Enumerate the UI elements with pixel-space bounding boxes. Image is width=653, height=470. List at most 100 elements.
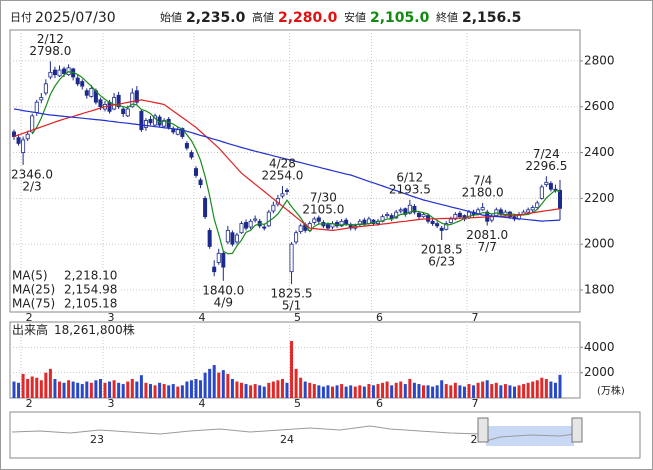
volume-bar	[490, 384, 494, 398]
volume-bar	[549, 381, 553, 398]
volume-bar	[108, 381, 112, 398]
volume-bar	[62, 382, 66, 398]
x-tick-label: 6	[376, 397, 383, 410]
volume-bar	[221, 370, 225, 398]
x-tick-label: 4	[199, 397, 206, 410]
volume-bar	[208, 368, 212, 398]
annotation-value: 2018.5	[421, 242, 463, 256]
volume-bar	[121, 384, 125, 398]
volume-bar	[189, 380, 193, 398]
candle-body	[39, 97, 44, 101]
volume-bar	[212, 365, 216, 398]
open-value: 2,235.0	[186, 10, 246, 26]
candle-body	[544, 181, 549, 186]
legend-value: 2,218.10	[64, 269, 117, 283]
price-panel	[9, 29, 581, 313]
volume-bar	[558, 374, 562, 398]
volume-bar	[280, 379, 284, 398]
volume-bar	[308, 382, 312, 398]
candle-body	[98, 99, 103, 108]
volume-bar	[26, 379, 30, 398]
candle-body	[148, 118, 153, 124]
volume-bar	[144, 382, 148, 398]
candle-body	[439, 227, 444, 231]
volume-bar	[499, 385, 503, 398]
low-label: 安値	[344, 10, 366, 24]
candle-body	[394, 211, 399, 219]
volume-bar	[76, 382, 80, 398]
volume-bar	[276, 380, 280, 398]
volume-bar	[481, 381, 485, 398]
x-tick-label: 2	[26, 397, 33, 410]
legend-value: 2,154.98	[64, 283, 117, 297]
volume-bar	[258, 385, 262, 398]
volume-bar	[89, 382, 93, 398]
x-tick-label: 6	[376, 311, 383, 324]
annotation-value: 2296.5	[525, 159, 567, 173]
volume-bar	[472, 385, 476, 398]
candle-body	[457, 212, 462, 218]
candle-body	[316, 217, 321, 222]
volume-bar	[230, 379, 234, 398]
header: 日付 2025/07/30 始値 2,235.0 高値 2,280.0 安値 2…	[10, 10, 521, 26]
candle-body	[248, 220, 253, 228]
navigator-handle[interactable]	[571, 417, 583, 443]
volume-bar	[531, 381, 535, 398]
candle-body	[11, 131, 16, 137]
annotation-date: 7/7	[478, 240, 497, 254]
volume-bar	[367, 384, 371, 398]
candle-body	[203, 197, 208, 218]
x-tick-label: 7	[472, 311, 479, 324]
candle-body	[171, 129, 176, 133]
y-tick-label: 2000	[584, 237, 615, 251]
candle-body	[312, 218, 317, 223]
legend-name: MA(5)	[12, 269, 48, 283]
y-tick-label: 2600	[584, 99, 615, 113]
candle-body	[121, 108, 126, 115]
candle-body	[21, 139, 26, 153]
y-tick-label: 2200	[584, 191, 615, 205]
volume-bar	[35, 377, 39, 398]
volume-bar	[217, 372, 221, 398]
volume-bar	[540, 377, 544, 398]
ma-line	[13, 108, 561, 222]
annotation-date: 6/23	[428, 254, 455, 268]
open-label: 始値	[160, 10, 182, 24]
candle-body	[284, 189, 289, 192]
volume-bar	[503, 384, 507, 398]
volume-bar	[171, 384, 175, 398]
volume-bar	[167, 385, 171, 398]
annotation-value: 1825.5	[271, 287, 313, 301]
candle-body	[262, 226, 267, 229]
volume-bar	[403, 384, 407, 398]
volume-bar	[431, 386, 435, 398]
volume-bar	[203, 372, 207, 398]
volume-bar	[271, 381, 275, 398]
legend-name: MA(25)	[12, 283, 55, 297]
candle-body	[234, 234, 239, 243]
volume-bar	[440, 380, 444, 398]
annotation-value: 2180.0	[462, 185, 504, 199]
volume-bar	[326, 385, 330, 398]
candle-body	[62, 68, 67, 74]
annotation-value: 2105.0	[302, 203, 344, 217]
volume-bar	[335, 385, 339, 398]
navigator-selection	[486, 426, 574, 446]
x-tick-label: 2	[26, 311, 33, 324]
candle-body	[289, 243, 294, 273]
volume-bar	[517, 385, 521, 398]
candle-body	[57, 69, 62, 77]
low-value: 2,105.0	[370, 10, 430, 26]
candle-body	[112, 97, 117, 110]
volume-bar	[135, 381, 139, 398]
volume-bar	[130, 379, 134, 398]
navigator-handle[interactable]	[477, 417, 489, 443]
volume-bar	[249, 385, 253, 398]
volume-bar	[158, 382, 162, 398]
candle-body	[216, 252, 221, 263]
volume-bar	[299, 377, 303, 398]
volume-bar	[535, 380, 539, 398]
candle-body	[253, 218, 258, 221]
candle-body	[530, 207, 535, 211]
volume-bar	[244, 384, 248, 398]
